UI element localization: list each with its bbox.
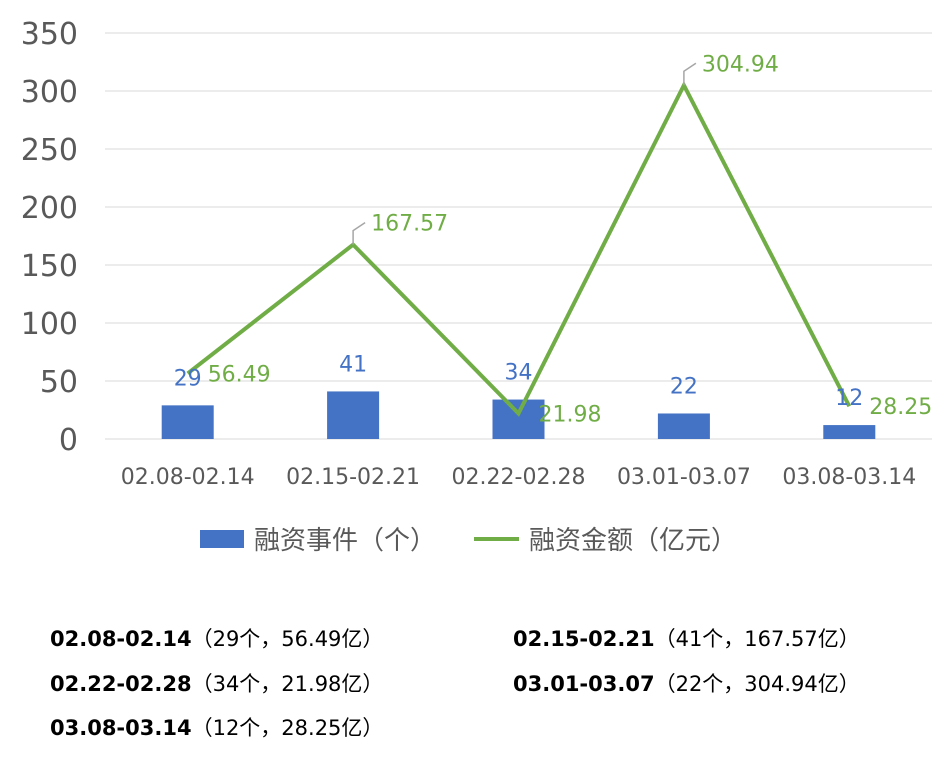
y-tick-label: 200 — [21, 191, 78, 226]
bar — [657, 413, 710, 439]
y-tick-label: 300 — [21, 75, 78, 110]
x-tick-label: 03.01-03.07 — [617, 465, 751, 490]
x-tick-label: 03.08-03.14 — [782, 465, 916, 490]
y-tick-label: 350 — [21, 17, 78, 52]
line-data-label: 304.94 — [702, 52, 779, 77]
bar — [327, 391, 380, 439]
y-tick-label: 250 — [21, 133, 78, 168]
line-series — [186, 80, 852, 417]
bar-data-label: 34 — [505, 361, 533, 386]
combo-chart: 0 50 100 150 200 250 300 350 02.08-02.14 02.15-02… — [21, 17, 933, 556]
leader-line — [352, 221, 366, 245]
bar-data-label: 12 — [835, 386, 863, 411]
legend-label: 融资事件（个） — [254, 526, 436, 556]
y-tick-label: 0 — [59, 423, 78, 458]
y-tick-label: 100 — [21, 307, 78, 342]
x-tick-label: 02.08-02.14 — [121, 465, 255, 490]
bar-data-label: 22 — [670, 374, 698, 399]
x-tick-label: 02.22-02.28 — [452, 465, 586, 490]
summary-item: 03.08-03.14（12个，28.25亿） — [50, 716, 384, 740]
bar-data-label: 41 — [339, 352, 367, 377]
bar — [823, 425, 876, 439]
y-tick-label: 50 — [40, 365, 78, 400]
line-data-label: 28.25 — [869, 395, 932, 420]
summary-item: 02.22-02.28（34个，21.98亿） — [50, 672, 384, 696]
legend-label: 融资金额（亿元） — [529, 526, 737, 556]
line-data-label: 21.98 — [539, 403, 602, 428]
summary-item: 02.08-02.14（29个，56.49亿） — [50, 627, 384, 651]
bar — [492, 399, 545, 439]
line-data-label: 56.49 — [208, 362, 271, 387]
y-tick-label: 150 — [21, 249, 78, 284]
line-data-label: 167.57 — [371, 212, 448, 237]
summary-item: 02.15-02.21（41个，167.57亿） — [513, 627, 860, 651]
x-tick-label: 02.15-02.21 — [286, 465, 420, 490]
leader-line — [683, 62, 697, 86]
bar — [161, 405, 214, 439]
legend-swatch-bar — [200, 530, 244, 548]
summary-item: 03.01-03.07（22个，304.94亿） — [513, 672, 860, 696]
bar-data-label: 29 — [174, 366, 202, 391]
